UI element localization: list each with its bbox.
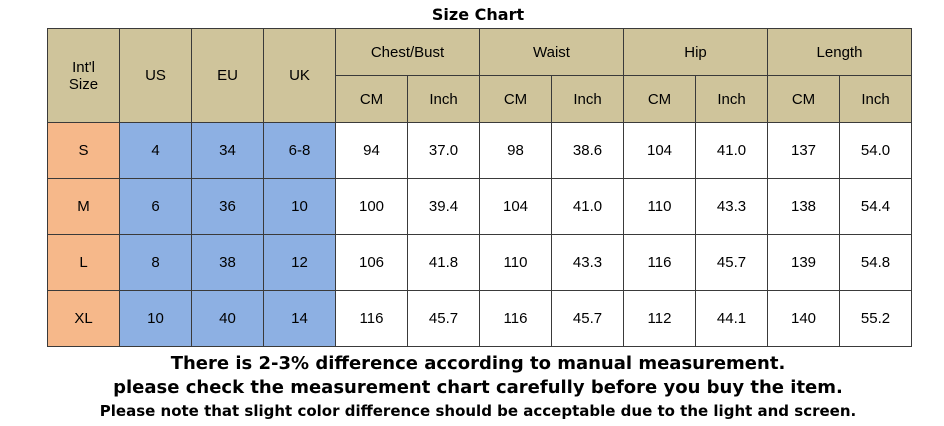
table-row: L 8 38 12 106 41.8 110 43.3 116 45.7 139 54.8 bbox=[47, 234, 912, 291]
cell-us: 8 bbox=[119, 234, 192, 291]
cell-measurement: 43.3 bbox=[551, 234, 624, 291]
cell-measurement: 100 bbox=[335, 178, 408, 235]
cell-us: 4 bbox=[119, 122, 192, 179]
cell-measurement: 110 bbox=[479, 234, 552, 291]
note-difference: There is 2-3% difference according to ma… bbox=[170, 353, 786, 374]
cell-measurement: 37.0 bbox=[407, 122, 480, 179]
cell-size: S bbox=[47, 122, 120, 179]
cell-measurement: 140 bbox=[767, 290, 840, 347]
header-intl-size: Int'l Size bbox=[47, 28, 120, 123]
cell-measurement: 55.2 bbox=[839, 290, 912, 347]
unit-cm: CM bbox=[623, 75, 696, 123]
cell-measurement: 54.0 bbox=[839, 122, 912, 179]
header-row-groups: Int'l Size US EU UK Chest/Bust Waist Hip… bbox=[47, 28, 912, 123]
cell-measurement: 45.7 bbox=[695, 234, 768, 291]
table-row: M 6 36 10 100 39.4 104 41.0 110 43.3 138 54.4 bbox=[47, 178, 912, 235]
table-row: S 4 34 6-8 94 37.0 98 38.6 104 41.0 137 54.0 bbox=[47, 122, 912, 179]
unit-inch: Inch bbox=[839, 75, 912, 123]
cell-us: 10 bbox=[119, 290, 192, 347]
header-row-units: CM Inch CM Inch CM Inch CM Inch bbox=[48, 75, 912, 123]
cell-measurement: 137 bbox=[767, 122, 840, 179]
cell-measurement: 54.4 bbox=[839, 178, 912, 235]
cell-size: XL bbox=[47, 290, 120, 347]
cell-size: L bbox=[47, 234, 120, 291]
cell-measurement: 98 bbox=[479, 122, 552, 179]
cell-eu: 40 bbox=[191, 290, 264, 347]
unit-inch: Inch bbox=[407, 75, 480, 123]
header-uk: UK bbox=[263, 28, 336, 123]
cell-measurement: 116 bbox=[479, 290, 552, 347]
unit-cm: CM bbox=[767, 75, 840, 123]
note-check-chart: please check the measurement chart caref… bbox=[113, 377, 843, 398]
cell-measurement: 138 bbox=[767, 178, 840, 235]
size-chart-table: Int'l Size US EU UK Chest/Bust Waist Hip… bbox=[47, 28, 912, 347]
cell-measurement: 41.0 bbox=[551, 178, 624, 235]
header-intl-line2: Size bbox=[68, 75, 99, 93]
cell-measurement: 104 bbox=[623, 122, 696, 179]
chart-title: Size Chart bbox=[431, 5, 525, 24]
cell-measurement: 54.8 bbox=[839, 234, 912, 291]
cell-size: M bbox=[47, 178, 120, 235]
header-chest-bust: Chest/Bust bbox=[335, 28, 480, 76]
unit-cm: CM bbox=[335, 75, 408, 123]
note-color: Please note that slight color difference… bbox=[99, 402, 857, 420]
cell-measurement: 112 bbox=[623, 290, 696, 347]
cell-uk: 6-8 bbox=[263, 122, 336, 179]
cell-eu: 38 bbox=[191, 234, 264, 291]
cell-measurement: 44.1 bbox=[695, 290, 768, 347]
cell-measurement: 106 bbox=[335, 234, 408, 291]
cell-measurement: 43.3 bbox=[695, 178, 768, 235]
header-us: US bbox=[119, 28, 192, 123]
cell-uk: 10 bbox=[263, 178, 336, 235]
cell-measurement: 104 bbox=[479, 178, 552, 235]
header-intl-line1: Int'l bbox=[72, 58, 95, 76]
cell-measurement: 110 bbox=[623, 178, 696, 235]
cell-measurement: 116 bbox=[623, 234, 696, 291]
cell-measurement: 94 bbox=[335, 122, 408, 179]
cell-eu: 34 bbox=[191, 122, 264, 179]
cell-eu: 36 bbox=[191, 178, 264, 235]
notes-block: There is 2-3% difference according to ma… bbox=[0, 352, 944, 422]
table-row: XL 10 40 14 116 45.7 116 45.7 112 44.1 140 55.2 bbox=[47, 290, 912, 347]
cell-uk: 14 bbox=[263, 290, 336, 347]
header-length: Length bbox=[767, 28, 912, 76]
cell-measurement: 116 bbox=[335, 290, 408, 347]
cell-measurement: 41.8 bbox=[407, 234, 480, 291]
header-hip: Hip bbox=[623, 28, 768, 76]
header-eu: EU bbox=[191, 28, 264, 123]
cell-us: 6 bbox=[119, 178, 192, 235]
unit-cm: CM bbox=[479, 75, 552, 123]
cell-measurement: 139 bbox=[767, 234, 840, 291]
cell-measurement: 41.0 bbox=[695, 122, 768, 179]
header-waist: Waist bbox=[479, 28, 624, 76]
cell-measurement: 45.7 bbox=[551, 290, 624, 347]
cell-uk: 12 bbox=[263, 234, 336, 291]
unit-inch: Inch bbox=[551, 75, 624, 123]
cell-measurement: 38.6 bbox=[551, 122, 624, 179]
cell-measurement: 45.7 bbox=[407, 290, 480, 347]
cell-measurement: 39.4 bbox=[407, 178, 480, 235]
unit-inch: Inch bbox=[695, 75, 768, 123]
